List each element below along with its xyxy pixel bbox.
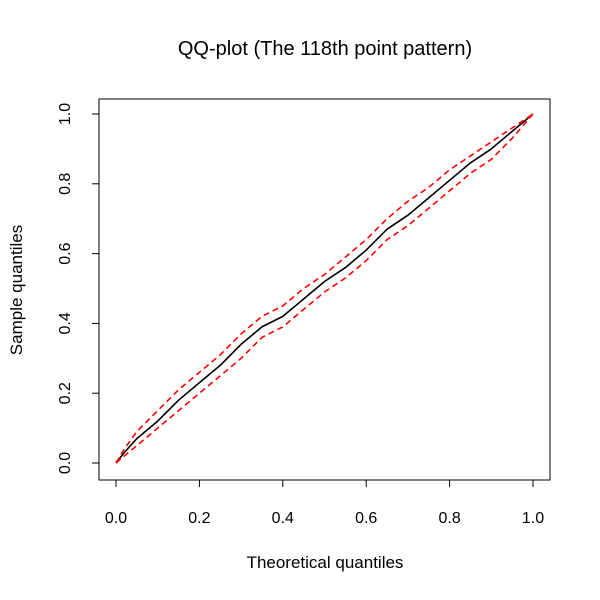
x-axis: 0.0 0.2 0.4 0.6 0.8 1.0 bbox=[105, 479, 544, 527]
qq-line bbox=[115, 113, 534, 464]
y-axis: 0.0 0.2 0.4 0.6 0.8 1.0 bbox=[57, 103, 100, 474]
series-layer bbox=[115, 113, 534, 464]
x-tick-label: 1.0 bbox=[522, 510, 544, 527]
x-tick-label: 0.6 bbox=[355, 510, 377, 527]
y-tick-label: 0.8 bbox=[57, 173, 74, 195]
x-axis-label: Theoretical quantiles bbox=[247, 553, 404, 572]
envelope-line-2 bbox=[115, 113, 534, 464]
plot-frame bbox=[98, 98, 551, 481]
x-tick-label: 0.0 bbox=[105, 510, 127, 527]
y-axis-label: Sample quantiles bbox=[7, 225, 26, 355]
y-tick-label: 1.0 bbox=[57, 103, 74, 125]
y-tick-label: 0.0 bbox=[57, 452, 74, 474]
y-tick-label: 0.2 bbox=[57, 382, 74, 404]
y-tick-label: 0.4 bbox=[57, 312, 74, 334]
y-tick-label: 0.6 bbox=[57, 242, 74, 264]
x-tick-label: 0.4 bbox=[272, 510, 294, 527]
x-tick-label: 0.2 bbox=[188, 510, 210, 527]
envelope-line-1 bbox=[115, 113, 534, 464]
chart-title: QQ-plot (The 118th point pattern) bbox=[178, 38, 472, 60]
x-tick-label: 0.8 bbox=[438, 510, 460, 527]
